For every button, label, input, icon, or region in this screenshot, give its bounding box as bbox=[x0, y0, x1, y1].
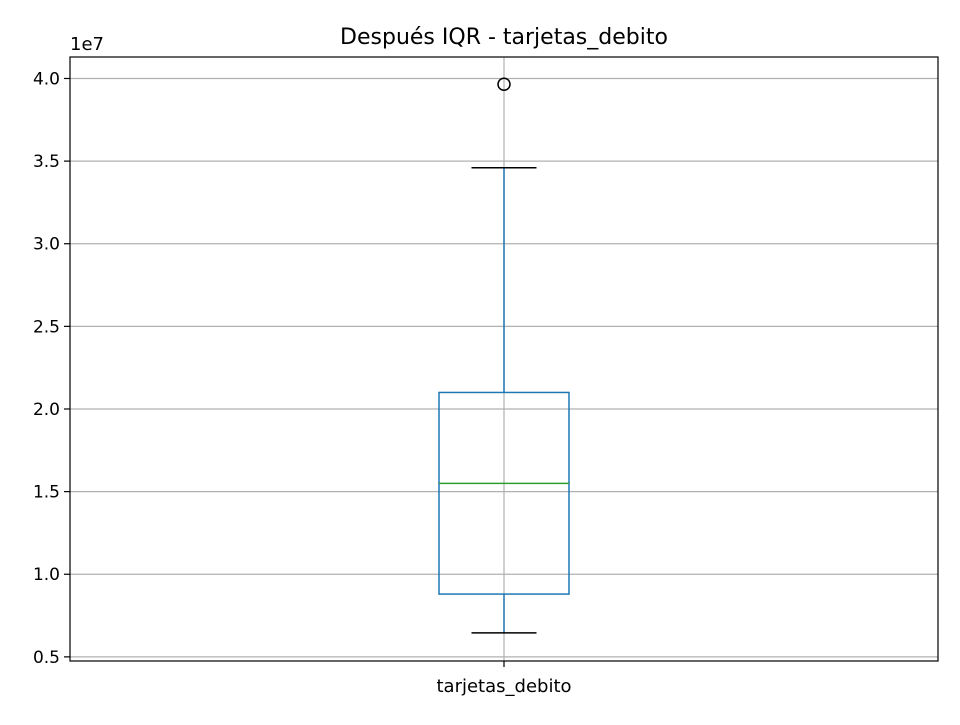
chart-title: Después IQR - tarjetas_debito bbox=[340, 25, 668, 50]
y-tick-label: 2.5 bbox=[33, 317, 60, 337]
y-tick-label: 1.5 bbox=[33, 483, 60, 503]
y-tick-label: 3.5 bbox=[33, 152, 60, 172]
y-tick-label: 1.0 bbox=[33, 565, 60, 585]
axis-layer: 0.5 1.0 1.5 2.0 2.5 3.0 3.5 4.0 tarjetas_debito bbox=[33, 69, 572, 697]
box-layer bbox=[438, 77, 570, 634]
x-tick-label: tarjetas_debito bbox=[436, 676, 571, 697]
iqr-box bbox=[438, 391, 570, 595]
y-tick-label: 0.5 bbox=[33, 648, 60, 668]
y-tick-label: 4.0 bbox=[33, 69, 60, 89]
y-tick-label: 3.0 bbox=[33, 235, 60, 255]
outlier-point bbox=[497, 77, 511, 92]
y-axis-multiplier: 1e7 bbox=[70, 34, 104, 55]
y-tick-label: 2.0 bbox=[33, 400, 60, 420]
